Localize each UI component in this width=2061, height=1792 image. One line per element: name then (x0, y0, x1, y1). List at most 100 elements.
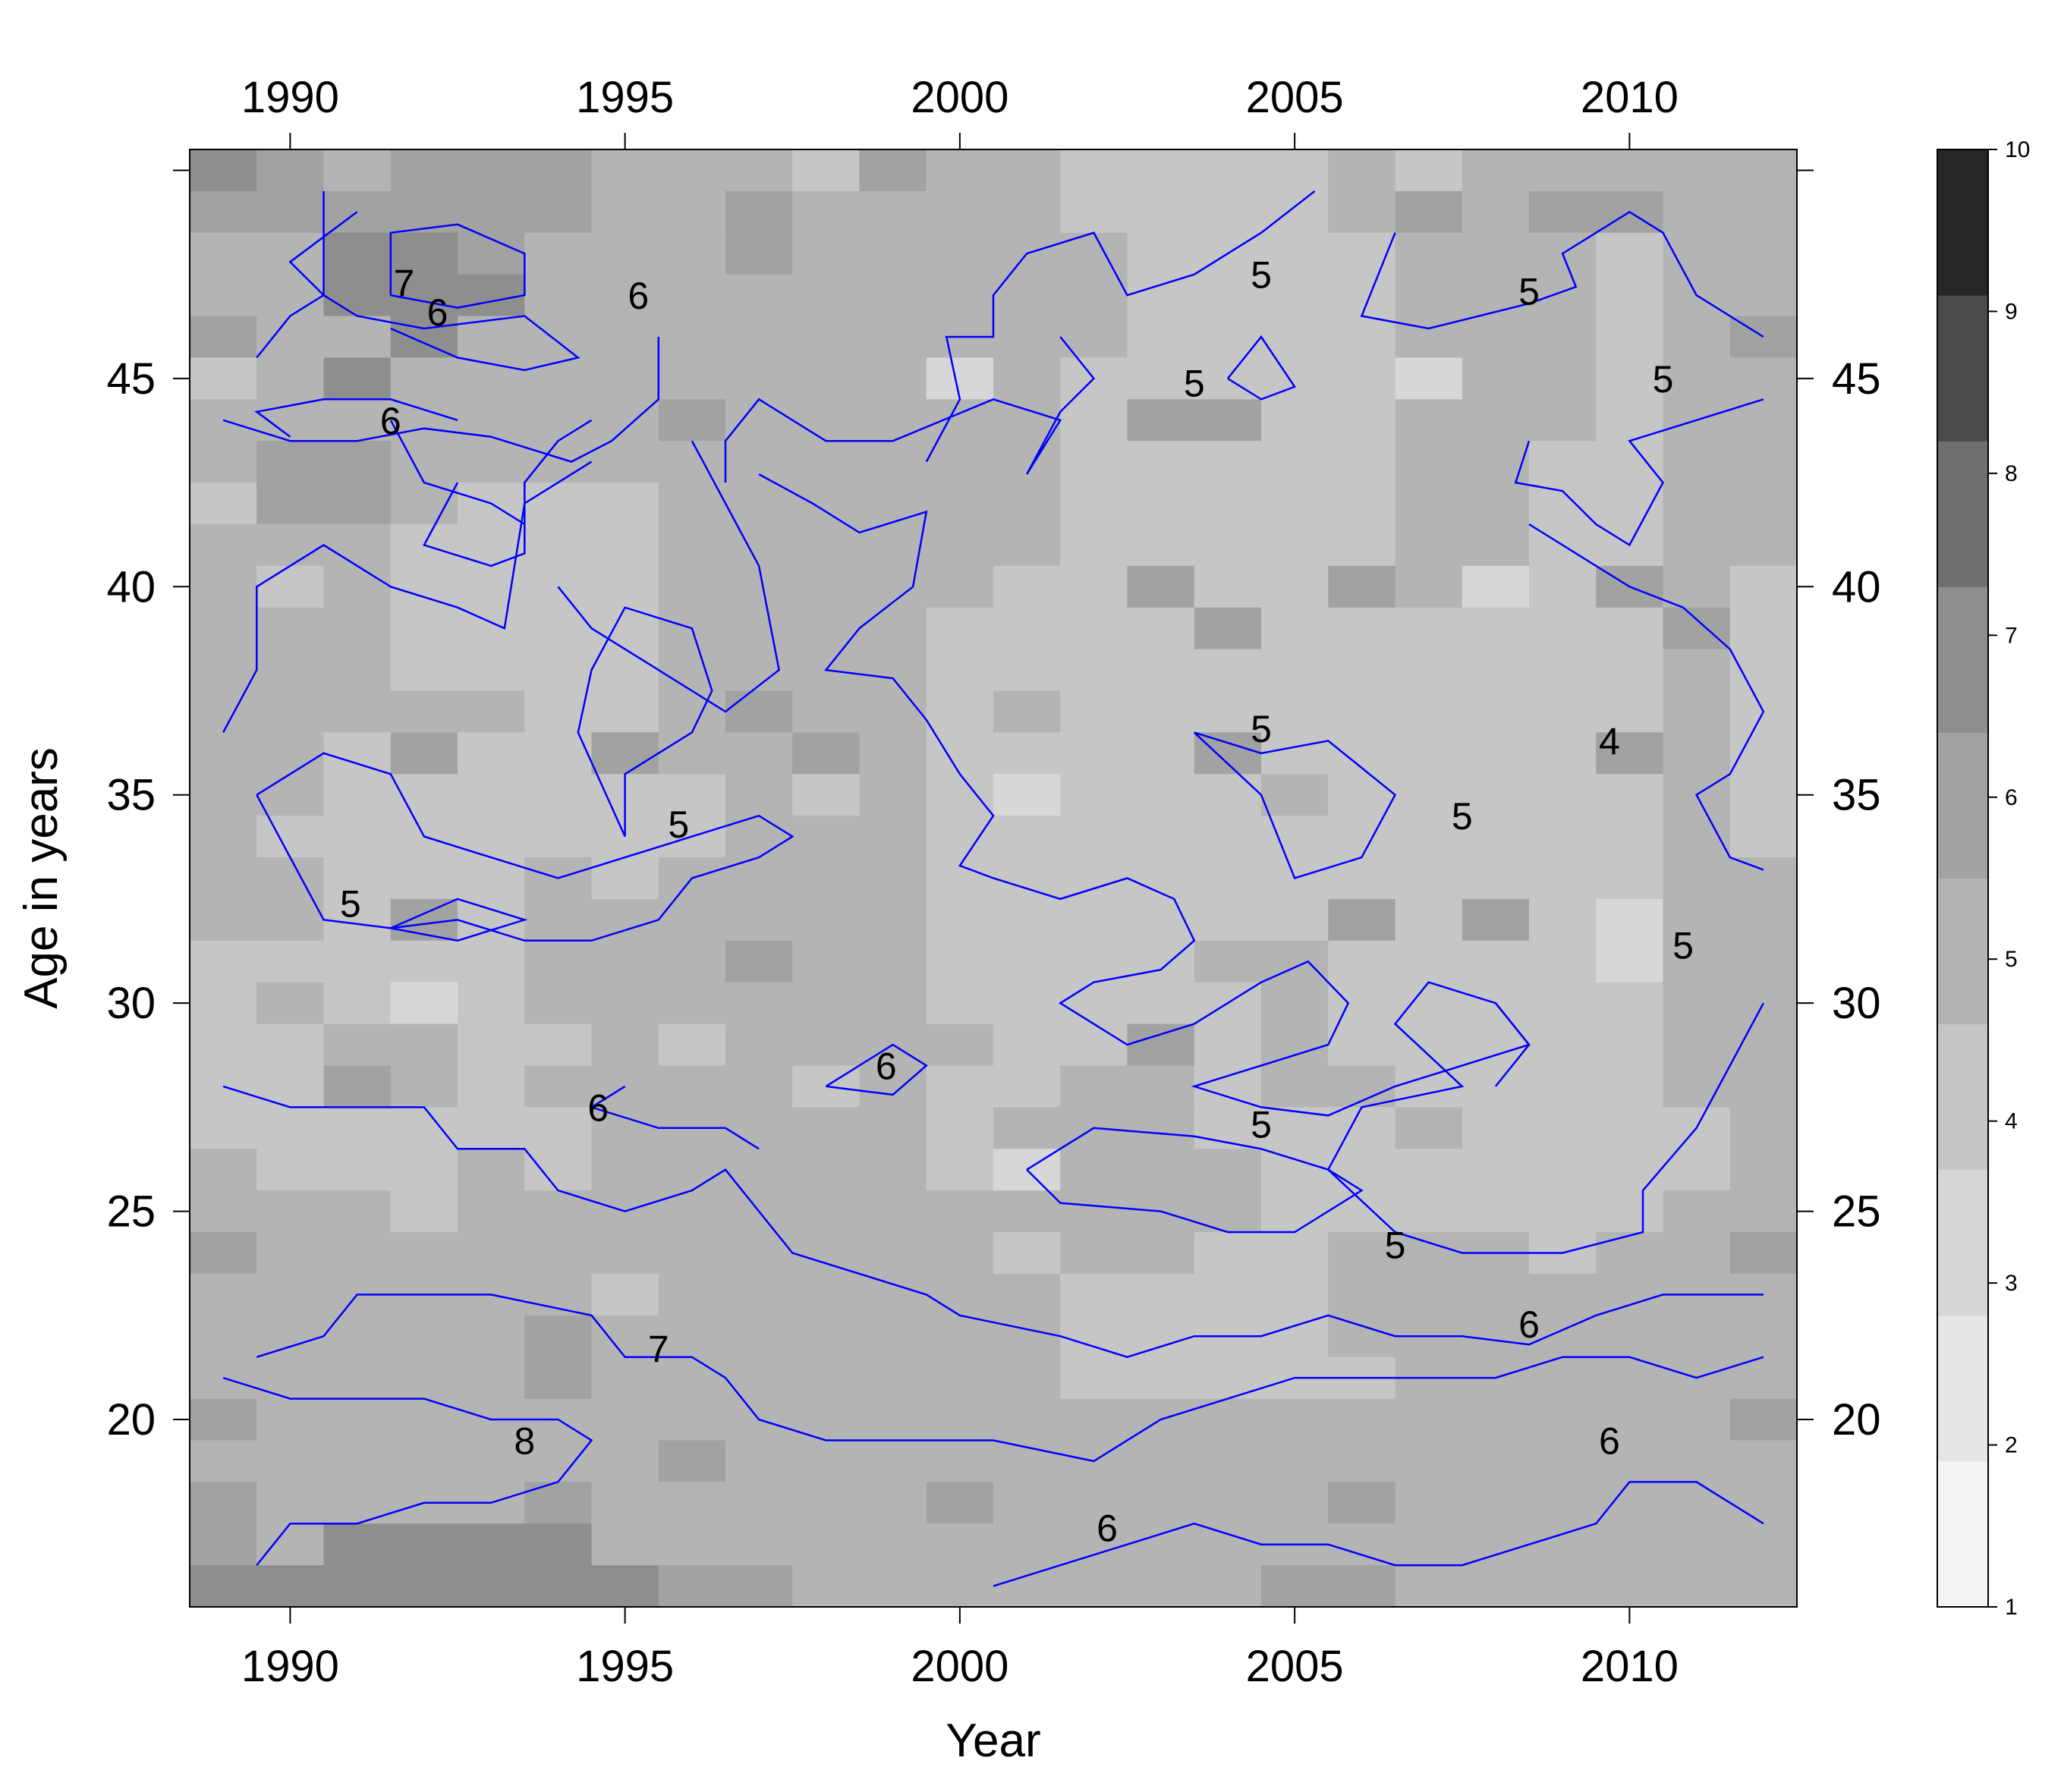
heatmap-cell (725, 607, 793, 650)
heatmap-cell (1194, 565, 1262, 608)
heatmap-cell (1462, 1523, 1530, 1566)
contour-label: 6 (628, 275, 649, 317)
x-axis-title: Year (946, 1715, 1040, 1767)
heatmap-cell (1729, 1315, 1798, 1358)
heatmap-cell (1261, 1190, 1329, 1233)
heatmap-cell (1127, 1357, 1195, 1400)
colorbar-tick-label: 10 (2005, 137, 2030, 162)
heatmap-cell (1663, 690, 1731, 733)
heatmap-cell (458, 1315, 525, 1358)
heatmap-cell (524, 1065, 593, 1108)
heatmap-cell (458, 1023, 525, 1067)
heatmap-cell (1127, 732, 1195, 775)
heatmap-cell (658, 982, 726, 1025)
heatmap-cell (859, 1149, 927, 1191)
heatmap-cell (323, 1190, 392, 1233)
heatmap-cell (591, 1440, 659, 1482)
heatmap-cell (323, 982, 392, 1025)
y-tick-label-right: 40 (1832, 562, 1881, 611)
heatmap-cell (792, 1440, 861, 1482)
heatmap-cell (1529, 1398, 1597, 1441)
heatmap-cell (256, 1523, 325, 1566)
heatmap-cell (1395, 1565, 1463, 1608)
heatmap-cell (859, 1232, 927, 1275)
heatmap-cell (1060, 1065, 1128, 1108)
heatmap-cell (1194, 274, 1262, 317)
heatmap-cell (926, 1190, 994, 1233)
heatmap-cell (1729, 1565, 1798, 1608)
heatmap-cell (1127, 1107, 1195, 1149)
heatmap-cell (1529, 1149, 1597, 1191)
y-tick-label-left: 45 (106, 354, 156, 404)
heatmap-cell (323, 523, 392, 567)
heatmap-cell (725, 982, 793, 1025)
heatmap-cell (1663, 1232, 1731, 1275)
heatmap-cell (1663, 857, 1731, 900)
heatmap-cell (993, 190, 1061, 234)
heatmap-cell (323, 1149, 392, 1191)
heatmap-cell (1127, 982, 1195, 1025)
heatmap-cell (323, 1565, 392, 1608)
heatmap-cell (1462, 232, 1530, 275)
heatmap-cell (926, 1398, 994, 1441)
heatmap-cell (658, 1482, 726, 1524)
heatmap-cell (926, 1523, 994, 1566)
heatmap-cell (390, 357, 458, 400)
heatmap-cell (792, 274, 861, 317)
heatmap-cell (859, 607, 927, 650)
heatmap-cell (1328, 1565, 1396, 1608)
heatmap-cell (1127, 1273, 1195, 1316)
heatmap-cell (1060, 1482, 1128, 1524)
contour-label: 5 (1653, 358, 1674, 401)
heatmap-cell (926, 816, 994, 858)
heatmap-cell (1395, 399, 1463, 442)
heatmap-cell (1194, 1232, 1262, 1275)
y-tick-label-right: 30 (1832, 979, 1881, 1028)
y-tick-label-left: 20 (106, 1395, 156, 1445)
heatmap-cell (993, 774, 1061, 816)
heatmap-cell (1328, 1482, 1396, 1524)
colorbar-band (1937, 586, 1988, 733)
heatmap-cell (390, 1190, 458, 1233)
heatmap-cell (1529, 357, 1597, 400)
heatmap-cell (1462, 1065, 1530, 1108)
heatmap-cell (1127, 1232, 1195, 1275)
heatmap-cell (1127, 232, 1195, 275)
heatmap-cell (1529, 940, 1597, 983)
heatmap-cell (1596, 483, 1664, 525)
heatmap-cell (725, 357, 793, 400)
heatmap-cell (323, 816, 392, 858)
heatmap-cell (1729, 940, 1798, 983)
contour-line (222, 1376, 593, 1566)
heatmap-cell (993, 399, 1061, 442)
heatmap-cell (1060, 607, 1128, 650)
heatmap-cell (1395, 483, 1463, 525)
colorbar-band (1937, 732, 1988, 879)
heatmap-cell (256, 898, 325, 942)
heatmap-cell (1529, 816, 1597, 858)
heatmap-cell (1462, 1149, 1530, 1191)
heatmap-cell (1395, 690, 1463, 733)
contour-line (222, 1085, 1764, 1359)
heatmap-cell (725, 399, 793, 442)
heatmap-cell (256, 1107, 325, 1149)
contour-label: 5 (1672, 924, 1694, 967)
heatmap-cell (390, 732, 458, 775)
heatmap-cell (190, 732, 257, 775)
contour-line (557, 440, 780, 713)
heatmap-cell (1261, 565, 1329, 608)
heatmap-cell (658, 1065, 726, 1108)
contour-line (389, 420, 525, 526)
heatmap-cell (1060, 190, 1128, 234)
heatmap-cell (1060, 1023, 1128, 1067)
heatmap-cell (256, 1482, 325, 1524)
heatmap-cell (1529, 1107, 1597, 1149)
heatmap-cell (1261, 732, 1329, 775)
heatmap-cell (1663, 1482, 1731, 1524)
heatmap-cell (993, 1273, 1061, 1316)
x-tick-label-bottom: 2005 (1246, 1642, 1344, 1691)
heatmap-cell (1529, 1190, 1597, 1233)
heatmap-cell (1729, 565, 1798, 608)
heatmap-cell (323, 1315, 392, 1358)
heatmap-cell (725, 1315, 793, 1358)
